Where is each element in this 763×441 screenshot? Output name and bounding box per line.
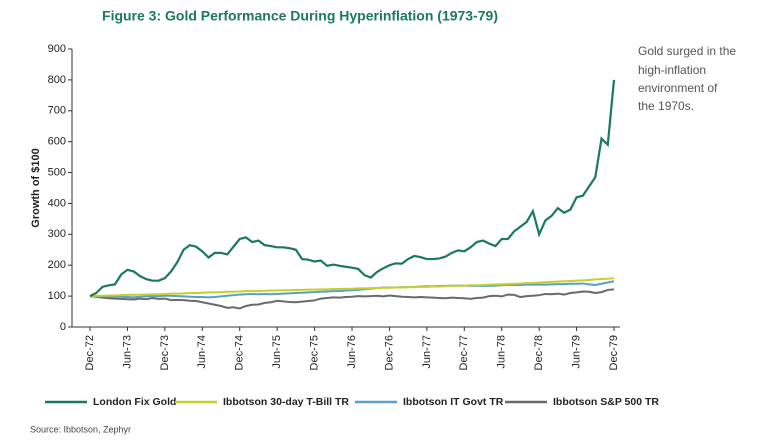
legend-label: Ibbotson IT Govt TR [403,396,504,408]
x-tick-label: Jun-78 [496,335,508,369]
line-series [89,277,615,298]
legend-label: London Fix Gold [93,396,176,408]
y-tick-label: 500 [48,166,66,178]
y-tick-label: 200 [48,259,66,271]
line-series [89,79,616,298]
y-tick-label: 100 [48,290,66,302]
x-tick-label: Dec-72 [84,335,96,370]
x-tick-label: Jun-74 [196,335,208,369]
y-tick-label: 700 [48,105,66,117]
x-tick-label: Jun-75 [271,335,283,369]
y-tick-label: 600 [48,136,66,148]
x-tick-label: Dec-77 [458,335,470,370]
annotation: the 1970s. [638,99,694,113]
x-tick-label: Dec-75 [308,335,320,370]
annotation: high-inflation [638,63,706,77]
x-tick-label: Dec-78 [533,335,545,370]
x-tick-label: Dec-76 [383,335,395,370]
x-tick-label: Jun-73 [121,335,133,369]
legend-label: Ibbotson S&P 500 TR [553,396,659,408]
source: Source: Ibbotson, Zephyr [30,424,131,434]
chart-title: Figure 3: Gold Performance During Hyperi… [102,8,498,24]
y-tick-label: 300 [48,228,66,240]
x-tick-label: Dec-79 [608,335,620,370]
line-series [90,280,615,299]
annotation: Gold surged in the [638,44,736,58]
x-tick-label: Jun-77 [421,335,433,369]
y-tick-label: 0 [60,321,66,333]
y-tick-label: 900 [48,43,66,55]
y-tick-label: 800 [48,74,66,86]
y-axis-label: Growth of $100 [30,148,42,227]
annotation: environment of [638,81,718,95]
x-tick-label: Jun-76 [346,335,358,369]
x-tick-label: Dec-73 [159,335,171,370]
legend-label: Ibbotson 30-day T-Bill TR [223,396,349,408]
line-series [89,288,615,310]
x-tick-label: Jun-79 [570,335,582,369]
x-tick-label: Dec-74 [234,335,246,370]
y-tick-label: 400 [48,197,66,209]
